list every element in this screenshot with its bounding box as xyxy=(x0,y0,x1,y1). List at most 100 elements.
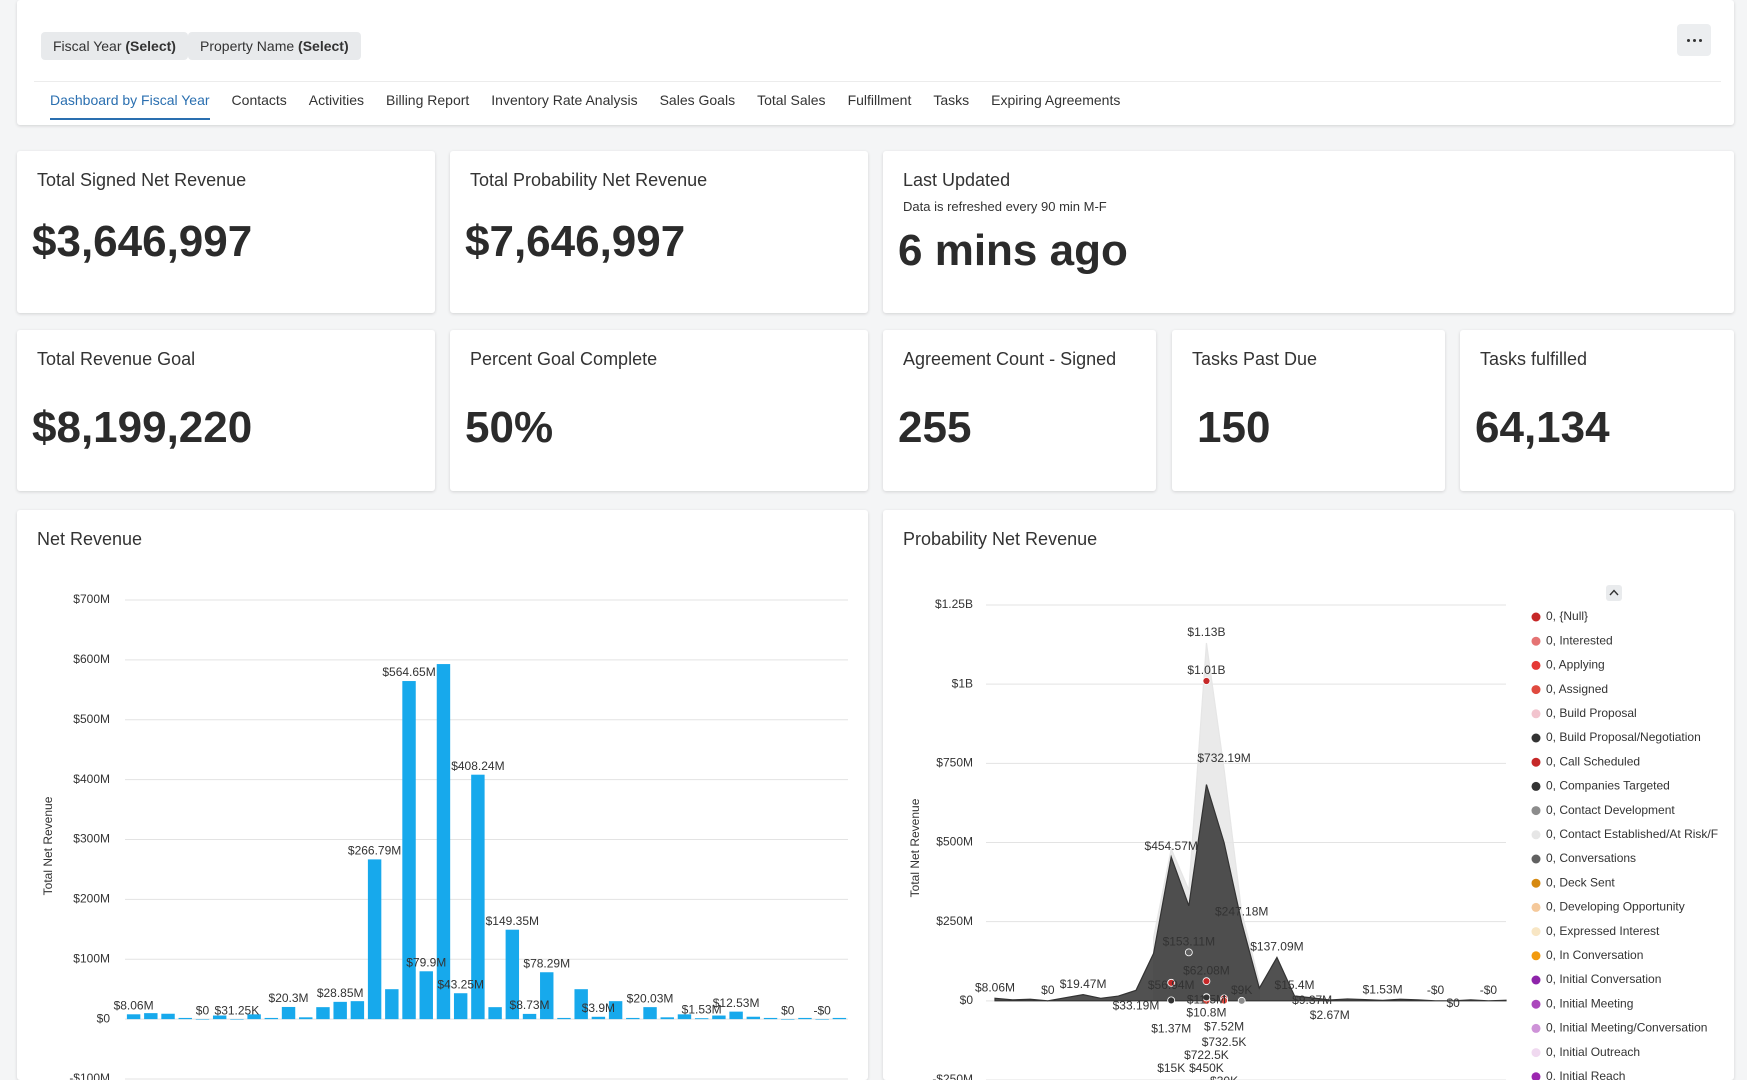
data-label: $137.09M xyxy=(1250,940,1303,954)
bar xyxy=(540,972,554,1020)
legend-swatch xyxy=(1531,612,1541,622)
y-tick-label: $0 xyxy=(960,993,974,1007)
filter-chip[interactable]: Fiscal Year (Select) xyxy=(41,32,188,60)
tab[interactable]: Sales Goals xyxy=(659,92,736,108)
tab[interactable]: Inventory Rate Analysis xyxy=(491,92,638,108)
bar xyxy=(402,681,416,1020)
filter-label: Fiscal Year xyxy=(53,38,122,54)
kpi-title: Total Signed Net Revenue xyxy=(37,170,247,190)
y-axis-label: Total Net Revenue xyxy=(908,798,922,897)
filter-value: (Select) xyxy=(125,38,176,54)
tab-bar: Dashboard by Fiscal Year Contacts Activiti… xyxy=(50,92,1120,120)
kpi-card: Total Probability Net Revenue $7,646,997 xyxy=(450,151,868,313)
bar xyxy=(712,1015,726,1020)
y-tick-label: -$250M xyxy=(932,1072,973,1080)
tab[interactable]: Total Sales xyxy=(757,92,826,108)
divider xyxy=(34,81,1721,82)
bar xyxy=(677,1014,692,1020)
bar xyxy=(316,1007,330,1020)
legend-swatch xyxy=(1531,660,1541,670)
kpi-card: Percent Goal Complete 50% xyxy=(450,330,868,491)
kpi-title: Percent Goal Complete xyxy=(470,349,658,369)
data-label: $20.03M xyxy=(627,991,674,1005)
bar xyxy=(350,1001,365,1020)
data-label: -$0 xyxy=(814,1003,832,1017)
tab[interactable]: Contacts xyxy=(231,92,287,108)
y-tick-label: $1.25B xyxy=(935,597,973,611)
point xyxy=(1237,996,1246,1005)
point xyxy=(1202,677,1211,685)
y-tick-label: $700M xyxy=(73,592,110,606)
bar xyxy=(522,1013,537,1020)
legend-label: 0, Companies Targeted xyxy=(1546,779,1670,793)
point xyxy=(1167,996,1176,1005)
y-tick-label: $1B xyxy=(952,676,973,690)
data-label: $0 xyxy=(781,1003,795,1017)
caret-icon xyxy=(1609,589,1619,596)
bar xyxy=(763,1017,778,1020)
data-label: $454.57M xyxy=(1145,839,1198,853)
kpi-value: 50% xyxy=(465,403,554,452)
legend-label: 0, Applying xyxy=(1546,658,1605,672)
kpi-value: $8,199,220 xyxy=(32,403,253,452)
bar xyxy=(178,1017,192,1020)
tab[interactable]: Fulfillment xyxy=(847,92,912,108)
bar xyxy=(126,1014,141,1020)
legend-collapse[interactable] xyxy=(1606,585,1622,601)
legend-swatch xyxy=(1531,999,1541,1009)
data-label: $78.29M xyxy=(523,956,570,970)
kpi-title: Agreement Count - Signed xyxy=(903,349,1117,369)
bar xyxy=(299,1017,313,1020)
bar xyxy=(488,1007,502,1020)
data-label: $20.3M xyxy=(269,991,309,1005)
data-label: $2.67M xyxy=(1310,1008,1350,1022)
tab[interactable]: Activities xyxy=(308,92,365,108)
kpi-card: Tasks Past Due 150 xyxy=(1172,330,1445,491)
chart: -$250M $0 $250M $500M $750M $1B $1.25B Total Ne… xyxy=(908,585,1718,1080)
kpi-value: 150 xyxy=(1197,403,1271,452)
bar xyxy=(230,1019,244,1020)
bar xyxy=(626,1017,640,1020)
legend-swatch xyxy=(1531,1048,1541,1058)
filter-chip[interactable]: Property Name (Select) xyxy=(188,32,361,60)
legend-label: 0, Build Proposal xyxy=(1546,706,1637,720)
bar xyxy=(832,1017,847,1020)
filter-label: Property Name xyxy=(200,38,295,54)
legend-swatch xyxy=(1531,781,1541,791)
bar xyxy=(247,1014,261,1020)
data-label: $564.65M xyxy=(382,665,435,679)
tab[interactable]: Expiring Agreements xyxy=(991,92,1121,108)
tab[interactable]: Tasks xyxy=(933,92,970,108)
legend-label: 0, Initial Reach xyxy=(1546,1069,1625,1080)
tab[interactable]: Dashboard by Fiscal Year xyxy=(50,92,210,120)
legend-swatch xyxy=(1531,806,1541,816)
legend-swatch xyxy=(1531,878,1541,888)
legend-swatch xyxy=(1531,927,1541,937)
area xyxy=(994,784,1507,1002)
y-tick-label: $200M xyxy=(73,892,110,906)
data-label: $1.01B xyxy=(1187,663,1225,677)
legend-label: 0, Initial Outreach xyxy=(1546,1045,1640,1059)
data-label: $1.13B xyxy=(1187,625,1225,639)
data-label: $1.37M xyxy=(1151,1022,1191,1036)
y-tick-label: $500M xyxy=(73,712,110,726)
y-tick-label: -$100M xyxy=(69,1071,110,1080)
point xyxy=(1202,977,1211,986)
chart: -$100M $0 $100M $200M $300M $400M $500M $600M $7… xyxy=(41,592,848,1080)
more-menu[interactable] xyxy=(1677,24,1711,56)
data-label: $9K xyxy=(1231,983,1252,997)
y-tick-label: $100M xyxy=(73,951,110,965)
tab[interactable]: Billing Report xyxy=(386,92,470,108)
chart-title: Probability Net Revenue xyxy=(903,529,1098,549)
data-label: $153.11M xyxy=(1163,935,1215,949)
data-label: -$0 xyxy=(1427,983,1445,997)
legend-swatch xyxy=(1531,757,1541,767)
point xyxy=(1202,993,1211,1002)
legend-swatch xyxy=(1531,1072,1541,1080)
kpi-title: Last Updated xyxy=(903,170,1011,190)
data-label: $56.94M xyxy=(1148,978,1195,992)
bar xyxy=(195,1019,210,1020)
kpi-card: Total Signed Net Revenue $3,646,997 xyxy=(17,151,435,313)
legend-swatch xyxy=(1531,709,1541,719)
